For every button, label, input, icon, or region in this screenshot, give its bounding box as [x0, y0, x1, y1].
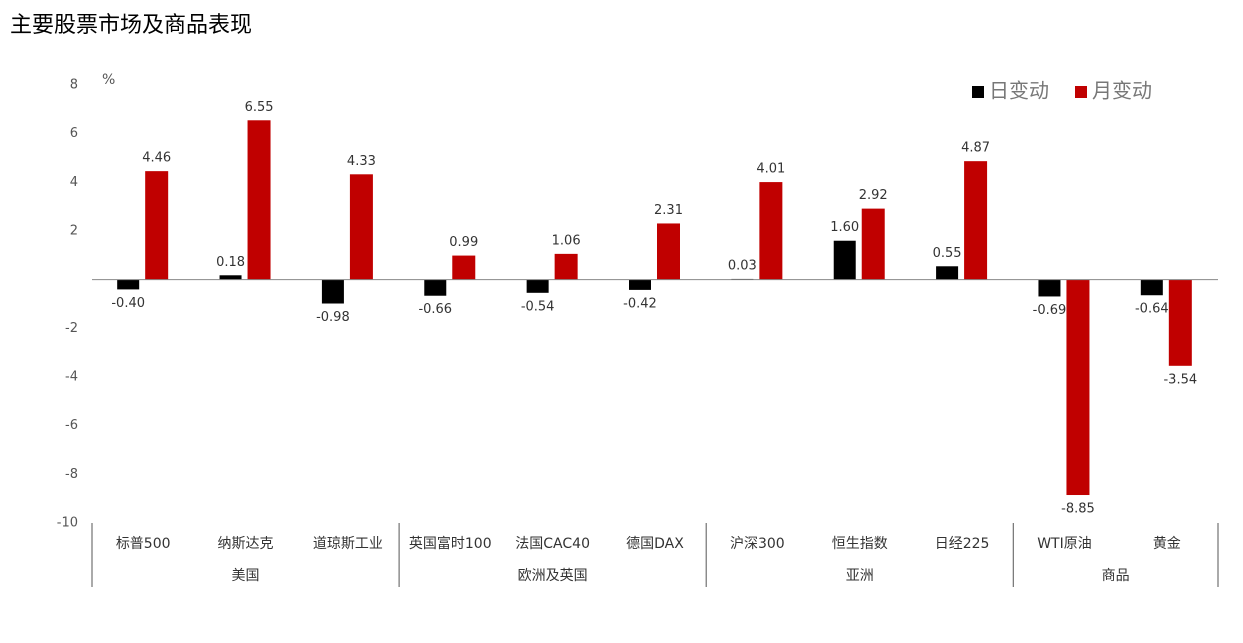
value-label: 0.55: [933, 246, 962, 261]
y-tick-label: 8: [70, 78, 78, 93]
bar: [349, 174, 373, 280]
value-label: 4.87: [961, 141, 990, 156]
group-label: 亚洲: [846, 568, 874, 584]
legend-label: 月变动: [1092, 79, 1152, 103]
x-tick-label: 道琼斯工业: [313, 536, 383, 552]
bar: [526, 279, 549, 293]
value-label: 0.03: [728, 258, 757, 273]
y-tick-label: -10: [57, 516, 78, 531]
bar: [1168, 279, 1192, 366]
y-tick-label: 4: [70, 175, 78, 190]
bar: [1140, 279, 1163, 296]
value-label: 6.55: [245, 100, 274, 115]
bar: [861, 208, 885, 280]
y-tick-label: 2: [70, 224, 78, 239]
bar: [145, 171, 169, 280]
bar: [759, 182, 783, 280]
x-tick-label: 日经225: [935, 536, 990, 552]
value-label: 4.01: [756, 162, 785, 177]
bar: [833, 240, 856, 280]
x-tick-label: 英国富时100: [409, 535, 492, 552]
legend-label: 日变动: [989, 79, 1049, 103]
bar: [629, 279, 651, 290]
group-label: 商品: [1102, 568, 1130, 584]
y-tick-label: -8: [65, 467, 78, 482]
bar: [424, 279, 447, 296]
bar: [1038, 279, 1061, 297]
value-label: -0.64: [1135, 302, 1169, 317]
value-label: 1.06: [552, 233, 581, 248]
value-label: -0.66: [418, 302, 452, 317]
chart-title: 主要股票市场及商品表现: [10, 13, 252, 38]
bar: [247, 120, 271, 280]
y-unit: %: [102, 72, 115, 88]
bar: [1066, 279, 1090, 496]
value-label: 0.18: [216, 255, 245, 270]
bar: [964, 161, 988, 280]
y-tick-label: -6: [65, 418, 78, 433]
value-label: 2.92: [859, 188, 888, 203]
bar: [452, 255, 476, 280]
value-label: -0.40: [111, 296, 145, 311]
value-label: -0.69: [1033, 303, 1067, 318]
value-label: 2.31: [654, 203, 683, 218]
legend-swatch: [1075, 86, 1087, 98]
group-label: 美国: [232, 568, 260, 584]
bar: [657, 223, 680, 280]
x-tick-label: 恒生指数: [832, 536, 888, 552]
x-tick-label: WTI原油: [1037, 536, 1092, 552]
value-label: 0.99: [449, 235, 478, 250]
x-tick-label: 黄金: [1153, 535, 1181, 552]
legend-swatch: [972, 86, 984, 98]
bar: [117, 279, 140, 290]
x-tick-label: 标普500: [116, 536, 171, 552]
value-label: -3.54: [1163, 372, 1197, 387]
bar: [321, 279, 344, 304]
value-label: -0.98: [316, 310, 350, 325]
bar: [936, 266, 959, 280]
x-tick-label: 法国CAC40: [515, 536, 590, 552]
group-label: 欧洲及英国: [518, 567, 588, 584]
y-tick-label: -2: [65, 321, 78, 336]
bar: [554, 253, 578, 280]
value-label: 1.60: [830, 220, 859, 235]
x-tick-label: 沪深300: [730, 536, 785, 552]
value-label: 4.46: [142, 151, 171, 166]
value-label: -0.54: [521, 299, 555, 314]
bar: [219, 275, 242, 280]
x-tick-label: 德国DAX: [626, 536, 684, 552]
value-label: -8.85: [1061, 502, 1095, 517]
value-label: -0.42: [623, 296, 657, 311]
y-tick-label: 6: [70, 126, 78, 141]
value-label: 4.33: [347, 154, 376, 169]
x-tick-label: 纳斯达克: [218, 536, 274, 552]
y-tick-label: -4: [65, 370, 78, 385]
